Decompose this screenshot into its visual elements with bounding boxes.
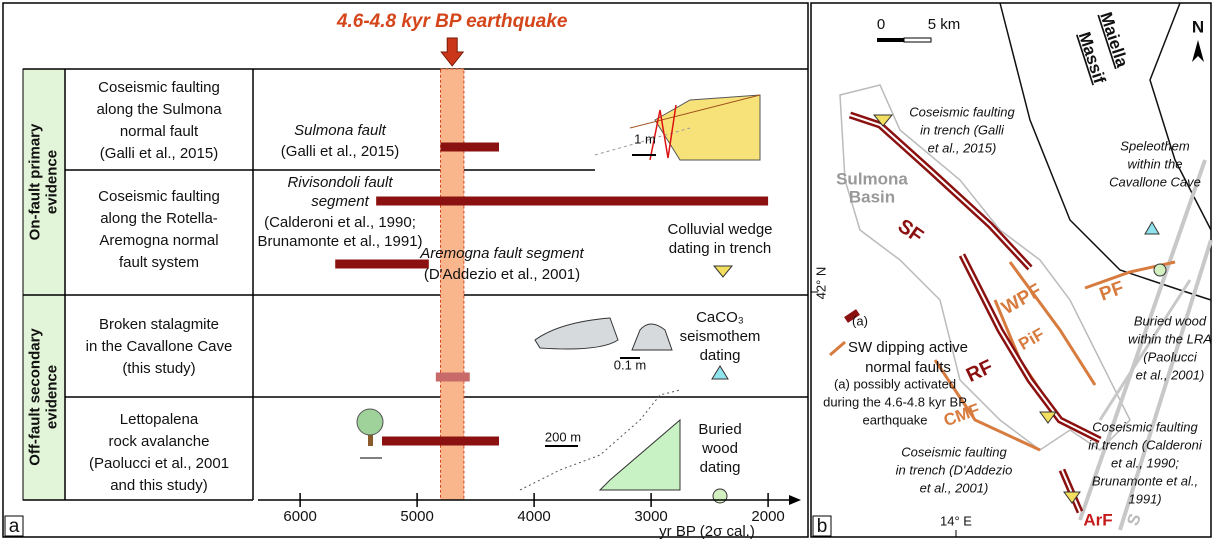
row-label: along the Sulmona [96,101,222,118]
map-label: in trench (D'Addezio [896,462,1013,477]
map-label: RF [963,356,996,387]
group-label: evidence [43,365,60,429]
speleothem-symbol [712,366,728,379]
event-arrow [441,38,463,66]
panel-letter: a [9,516,20,537]
row-label: and this study) [110,477,208,494]
row-label: Aremogna normal [99,232,218,249]
map-label: Coseismic faulting [1092,419,1198,434]
map-label: 5 km [928,16,961,33]
map-label: et al., 2001) [920,480,989,495]
event-band [441,69,464,500]
stalagmite-sketch [535,318,672,358]
row-label: Lettopalena [120,411,199,428]
map-label: Brunamonte et al., [1092,473,1198,488]
age-bar [436,373,470,382]
trench-symbol [714,266,732,277]
annotation: wood [701,440,738,457]
map-label: et al., 1990; [1111,455,1179,470]
group-label: On-fault primary [26,123,43,240]
map-label: normal faults [865,359,951,376]
annotation: dating in trench [669,240,772,257]
annotation: Sulmona fault [294,122,387,139]
map-label: during the 4.6-4.8 kyr BP [823,394,967,409]
row-label: rock avalanche [109,433,210,450]
map-label: Coseismic faulting [901,444,1007,459]
map-label: (a) possibly activated [834,376,956,391]
x-tick-label: 6000 [283,508,316,525]
axis-arrow [789,495,801,505]
annotation: Rivisondoli fault [287,174,393,191]
group-label: evidence [43,150,60,214]
map-label: in trench (Galli [920,122,1005,137]
title: 4.6-4.8 kyr BP earthquake [336,11,568,32]
annotation: 1 m [634,131,656,146]
x-axis-label: yr BP (2σ cal.) [659,523,755,540]
wood-symbol [713,489,727,503]
map-label: Basin [849,187,895,206]
annotation: segment [311,193,369,210]
annotation: Buried [698,421,741,438]
panel-letter: b [817,516,828,537]
map-label: Speleothem [1120,138,1190,153]
map-label: 14° E [940,513,972,528]
annotation: 0.1 m [614,357,647,372]
x-tick-label: 4000 [517,508,550,525]
age-bar [335,260,429,269]
annotation: Colluvial wedge [667,221,772,238]
figure: 4.6-4.8 kyr BP earthquake On-fault primar… [0,0,1214,540]
map-label: (Paolucci [1143,349,1198,364]
row-label: (this study) [122,360,195,377]
map-label: SF [894,215,928,248]
group-label: Off-fault secondary [26,328,43,466]
map-label: within the [1128,156,1183,171]
annotation: (D'Addezio et al., 2001) [424,266,580,283]
tree-icon [357,409,383,458]
annotation: dating [700,347,741,364]
x-tick-label: 5000 [400,508,433,525]
map-label: ArF [1083,510,1112,529]
map-label: N [1192,17,1204,36]
map-label: 42° N [813,267,828,300]
map-label: WPF [998,280,1045,319]
annotation: 200 m [545,429,581,444]
row-label: along the Rotella- [100,210,218,227]
map-label: (a) [852,313,868,328]
row-label: (Paolucci et al., 2001 [89,455,229,472]
map-label: Cavallone Cave [1109,174,1201,189]
row-label: Coseismic faulting [98,188,220,205]
annotation: dating [700,459,741,476]
row-label: Broken stalagmite [99,316,219,333]
map-label: in trench (Calderoni [1088,437,1203,452]
age-bar [441,143,499,152]
annotation: (Calderoni et al., 1990; [264,214,416,231]
map-label: Coseismic faulting [909,104,1015,119]
annotation: (Galli et al., 2015) [281,143,399,160]
row-label: fault system [119,254,199,271]
row-label: normal fault [120,123,199,140]
x-tick-label: 2000 [751,508,784,525]
map-label: et al., 2001) [1136,367,1205,382]
annotation: seismothem [680,328,761,345]
map-label: Sulmona [836,169,908,188]
map-label: S [1123,511,1145,528]
row-label: (Galli et al., 2015) [100,145,218,162]
map-label: et al., 2015) [928,140,997,155]
annotation: Brunamonte et al., 1991) [257,233,422,250]
map-label: PiF [1015,324,1047,354]
map-label: Buried wood [1134,313,1207,328]
age-bar [382,437,499,446]
map-label: 0 [877,16,885,33]
trench-sketch [595,95,760,160]
map-label: within the LRA [1128,331,1212,346]
annotation: CaCO₃ [696,309,744,326]
annotation: Aremogna fault segment [419,245,584,262]
row-label: Coseismic faulting [98,79,220,96]
map-label: earthquake [862,412,927,427]
row-label: in the Cavallone Cave [86,338,233,355]
map-label: 1991) [1128,491,1161,506]
age-bar [376,197,768,206]
map-label: SW dipping active [848,339,968,356]
